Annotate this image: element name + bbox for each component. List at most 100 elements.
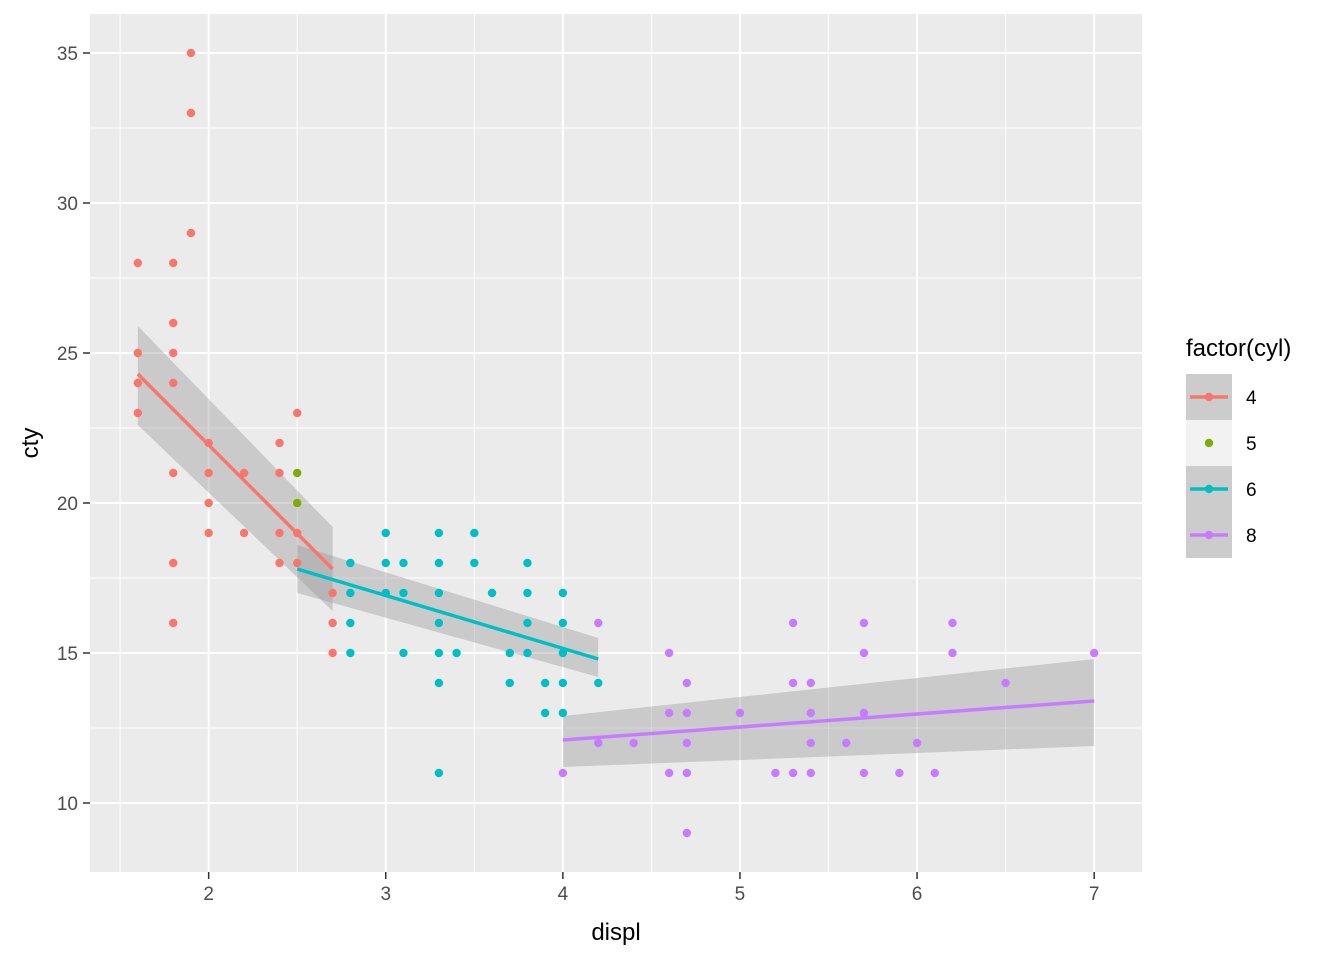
point-cyl-6 — [434, 528, 444, 538]
point-cyl-6 — [346, 618, 355, 628]
grid-major — [90, 14, 1142, 872]
point-cyl-4 — [204, 528, 213, 538]
point-cyl-6 — [434, 678, 444, 688]
point-cyl-4 — [133, 378, 143, 388]
point-cyl-8 — [682, 708, 692, 718]
point-cyl-8 — [895, 768, 904, 778]
legend-label-4: 4 — [1246, 388, 1257, 409]
trend-line-8 — [562, 699, 1095, 742]
x-tick-label: 2 — [203, 884, 214, 905]
trend-line-4 — [136, 372, 334, 571]
point-cyl-8 — [771, 768, 780, 778]
legend-point-8 — [1204, 530, 1214, 540]
data-points — [133, 48, 1099, 838]
point-cyl-4 — [204, 468, 213, 478]
point-cyl-6 — [470, 528, 479, 538]
point-cyl-8 — [682, 828, 692, 838]
point-cyl-5 — [293, 498, 302, 508]
point-cyl-6 — [558, 708, 568, 718]
point-cyl-8 — [682, 738, 692, 748]
x-tick-label: 6 — [912, 884, 923, 905]
point-cyl-6 — [540, 708, 550, 718]
point-cyl-6 — [523, 618, 532, 628]
point-cyl-4 — [293, 408, 302, 418]
point-cyl-4 — [133, 348, 143, 358]
legend-point-4 — [1204, 392, 1214, 402]
point-cyl-8 — [735, 708, 745, 718]
x-axis-ticks: 2 3 4 5 6 7 — [203, 872, 1099, 905]
confidence-bands — [137, 326, 1095, 767]
point-cyl-6 — [346, 588, 355, 598]
point-cyl-5 — [293, 468, 302, 478]
point-cyl-8 — [682, 768, 692, 778]
point-cyl-4 — [328, 618, 337, 628]
point-cyl-6 — [434, 618, 444, 628]
legend: factor(cyl) 4 5 6 8 — [1186, 335, 1291, 558]
point-cyl-6 — [381, 558, 390, 568]
point-cyl-4 — [239, 468, 249, 478]
point-cyl-8 — [859, 708, 869, 718]
grid-minor — [90, 14, 1142, 872]
point-cyl-4 — [328, 648, 337, 658]
y-axis-title: cty — [17, 428, 44, 459]
point-cyl-6 — [434, 768, 444, 778]
point-cyl-6 — [487, 588, 497, 598]
point-cyl-8 — [948, 648, 957, 658]
legend-title: factor(cyl) — [1186, 335, 1291, 362]
legend-label-8: 8 — [1246, 526, 1257, 547]
point-cyl-8 — [788, 678, 798, 688]
point-cyl-8 — [859, 648, 869, 658]
point-cyl-8 — [788, 618, 798, 628]
point-cyl-4 — [275, 438, 284, 448]
y-tick-label: 35 — [57, 44, 78, 65]
y-tick-label: 20 — [57, 494, 78, 515]
point-cyl-4 — [275, 468, 284, 478]
confidence-band-6 — [297, 545, 599, 677]
point-cyl-8 — [1089, 648, 1099, 658]
point-cyl-6 — [523, 558, 532, 568]
point-cyl-6 — [381, 528, 390, 538]
point-cyl-8 — [664, 708, 674, 718]
point-cyl-8 — [806, 768, 816, 778]
y-tick-label: 30 — [57, 194, 78, 215]
point-cyl-4 — [169, 468, 178, 478]
point-cyl-8 — [788, 768, 798, 778]
point-cyl-4 — [169, 318, 178, 328]
point-cyl-8 — [806, 678, 816, 688]
point-cyl-6 — [346, 558, 355, 568]
point-cyl-8 — [930, 768, 939, 778]
point-cyl-8 — [948, 618, 957, 628]
point-cyl-8 — [806, 738, 816, 748]
point-cyl-6 — [470, 558, 479, 568]
point-cyl-6 — [399, 558, 408, 568]
point-cyl-8 — [664, 648, 674, 658]
legend-label-5: 5 — [1246, 434, 1257, 455]
point-cyl-6 — [523, 648, 532, 658]
point-cyl-6 — [505, 678, 514, 688]
point-cyl-8 — [629, 738, 638, 748]
point-cyl-6 — [434, 648, 444, 658]
panel-background — [90, 14, 1142, 872]
legend-label-6: 6 — [1246, 480, 1257, 501]
confidence-band-8 — [562, 659, 1095, 767]
point-cyl-4 — [239, 528, 249, 538]
point-cyl-4 — [186, 48, 196, 58]
point-cyl-4 — [133, 258, 143, 268]
point-cyl-4 — [169, 378, 178, 388]
trend-line-6 — [296, 567, 599, 661]
point-cyl-6 — [399, 588, 408, 598]
y-tick-label: 15 — [57, 644, 78, 665]
point-cyl-6 — [523, 588, 532, 598]
point-cyl-4 — [133, 408, 143, 418]
x-tick-label: 3 — [380, 884, 391, 905]
x-tick-label: 5 — [735, 884, 746, 905]
x-tick-label: 4 — [558, 884, 569, 905]
point-cyl-6 — [540, 678, 550, 688]
point-cyl-6 — [505, 648, 514, 658]
y-tick-label: 10 — [57, 794, 78, 815]
x-axis-title: displ — [591, 919, 640, 946]
point-cyl-4 — [169, 558, 178, 568]
confidence-band-4 — [137, 326, 333, 611]
point-cyl-8 — [842, 738, 851, 748]
